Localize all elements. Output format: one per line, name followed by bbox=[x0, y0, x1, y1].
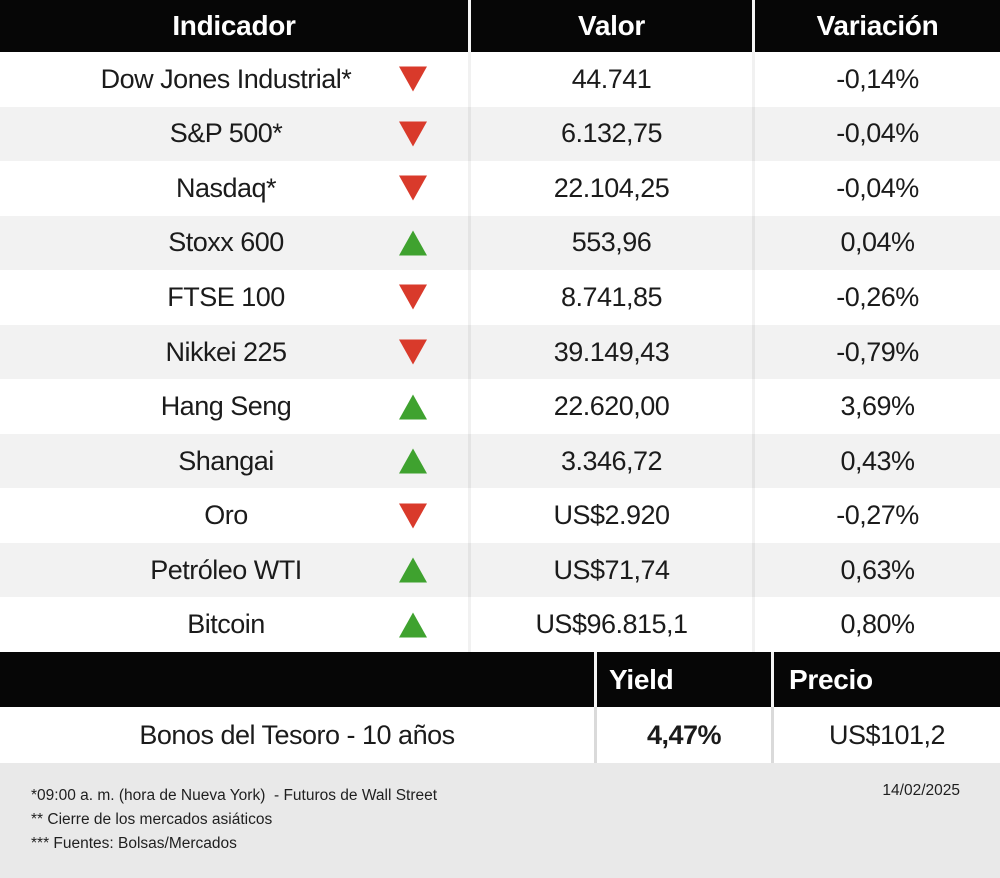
down-triangle-icon bbox=[399, 66, 427, 92]
footnote-line: *** Fuentes: Bolsas/Mercados bbox=[31, 835, 237, 852]
table-row: Stoxx 600 553,96 0,04% bbox=[0, 215, 1000, 271]
indicator-label: Hang Seng bbox=[160, 391, 292, 422]
up-triangle-icon bbox=[399, 230, 427, 256]
up-triangle-icon bbox=[399, 448, 427, 474]
table-row: S&P 500* 6.132,75 -0,04% bbox=[0, 106, 1000, 162]
column-divider bbox=[771, 652, 774, 707]
valor-value: 39.149,43 bbox=[553, 336, 670, 367]
variacion-value: 0,80% bbox=[840, 609, 915, 640]
variacion-value: 0,43% bbox=[840, 445, 915, 476]
valor-value: US$2.920 bbox=[553, 500, 670, 531]
header-valor: Valor bbox=[471, 0, 752, 52]
valor-value: US$96.815,1 bbox=[535, 609, 688, 640]
table-row: Nasdaq* 22.104,25 -0,04% bbox=[0, 161, 1000, 216]
header-precio: Precio bbox=[774, 652, 1000, 707]
indicator-label: Dow Jones Industrial* bbox=[100, 63, 352, 94]
up-triangle-icon bbox=[399, 394, 427, 420]
footer: *09:00 a. m. (hora de Nueva York) - Futu… bbox=[0, 763, 1000, 878]
header-indicador: Indicador bbox=[0, 0, 468, 52]
bond-table-header: Yield Precio bbox=[0, 652, 1000, 707]
indicator-label: Oro bbox=[204, 500, 248, 531]
bond-label: Bonos del Tesoro - 10 años bbox=[139, 719, 455, 750]
variacion-value: 0,63% bbox=[840, 554, 915, 585]
column-divider bbox=[752, 0, 755, 52]
variacion-value: 0,04% bbox=[840, 227, 915, 258]
bond-precio-value: US$101,2 bbox=[828, 719, 946, 750]
table-row: Oro US$2.920 -0,27% bbox=[0, 488, 1000, 543]
down-triangle-icon bbox=[399, 339, 427, 365]
up-triangle-icon bbox=[399, 612, 427, 638]
table-row: FTSE 100 8.741,85 -0,26% bbox=[0, 270, 1000, 325]
valor-value: 8.741,85 bbox=[560, 281, 663, 312]
variacion-value: -0,27% bbox=[836, 500, 919, 531]
column-divider bbox=[594, 707, 597, 763]
down-triangle-icon bbox=[399, 284, 427, 310]
valor-value: US$71,74 bbox=[553, 554, 670, 585]
column-divider bbox=[468, 52, 471, 652]
main-table-header: Indicador Valor Variación bbox=[0, 0, 1000, 52]
indicator-label: Shangai bbox=[178, 445, 274, 476]
variacion-value: -0,79% bbox=[836, 336, 919, 367]
indicator-label: Nikkei 225 bbox=[165, 336, 287, 367]
table-row: Nikkei 225 39.149,43 -0,79% bbox=[0, 324, 1000, 380]
variacion-value: -0,26% bbox=[836, 281, 919, 312]
valor-value: 6.132,75 bbox=[560, 118, 663, 149]
valor-value: 3.346,72 bbox=[560, 445, 663, 476]
table-row: Bitcoin US$96.815,1 0,80% bbox=[0, 597, 1000, 653]
valor-value: 22.104,25 bbox=[553, 172, 670, 203]
bond-row: Bonos del Tesoro - 10 años 4,47% US$101,… bbox=[0, 707, 1000, 763]
footnotes: *09:00 a. m. (hora de Nueva York) - Futu… bbox=[31, 784, 437, 856]
column-divider bbox=[752, 52, 755, 652]
up-triangle-icon bbox=[399, 557, 427, 583]
indicator-label: Stoxx 600 bbox=[168, 227, 284, 258]
down-triangle-icon bbox=[399, 503, 427, 529]
footnote-line: ** Cierre de los mercados asiáticos bbox=[31, 811, 273, 828]
variacion-value: -0,04% bbox=[836, 118, 919, 149]
variacion-value: 3,69% bbox=[840, 391, 915, 422]
indicator-label: Petróleo WTI bbox=[150, 554, 302, 585]
table-row: Dow Jones Industrial* 44.741 -0,14% bbox=[0, 52, 1000, 107]
header-yield: Yield bbox=[597, 652, 771, 707]
bond-yield-value: 4,47% bbox=[646, 719, 722, 750]
indicator-label: S&P 500* bbox=[169, 118, 283, 149]
variacion-value: -0,04% bbox=[836, 172, 919, 203]
main-table-body: Dow Jones Industrial* 44.741 -0,14% S&P 500… bbox=[0, 52, 1000, 653]
variacion-value: -0,14% bbox=[836, 63, 919, 94]
table-row: Petróleo WTI US$71,74 0,63% bbox=[0, 542, 1000, 598]
footnote-line: *09:00 a. m. (hora de Nueva York) - Futu… bbox=[31, 787, 438, 804]
date-label: 14/02/2025 bbox=[882, 782, 960, 799]
column-divider bbox=[594, 652, 597, 707]
valor-value: 22.620,00 bbox=[553, 391, 670, 422]
column-divider bbox=[771, 707, 774, 763]
valor-value: 553,96 bbox=[571, 227, 652, 258]
table-row: Hang Seng 22.620,00 3,69% bbox=[0, 379, 1000, 434]
valor-value: 44.741 bbox=[571, 63, 652, 94]
column-divider bbox=[468, 0, 471, 52]
bond-header-blank bbox=[0, 652, 594, 707]
indicator-label: FTSE 100 bbox=[167, 281, 285, 312]
down-triangle-icon bbox=[399, 175, 427, 201]
down-triangle-icon bbox=[399, 121, 427, 147]
header-variacion: Variación bbox=[755, 0, 1000, 52]
indicator-label: Bitcoin bbox=[187, 609, 265, 640]
table-row: Shangai 3.346,72 0,43% bbox=[0, 433, 1000, 489]
indicator-label: Nasdaq* bbox=[175, 172, 277, 203]
